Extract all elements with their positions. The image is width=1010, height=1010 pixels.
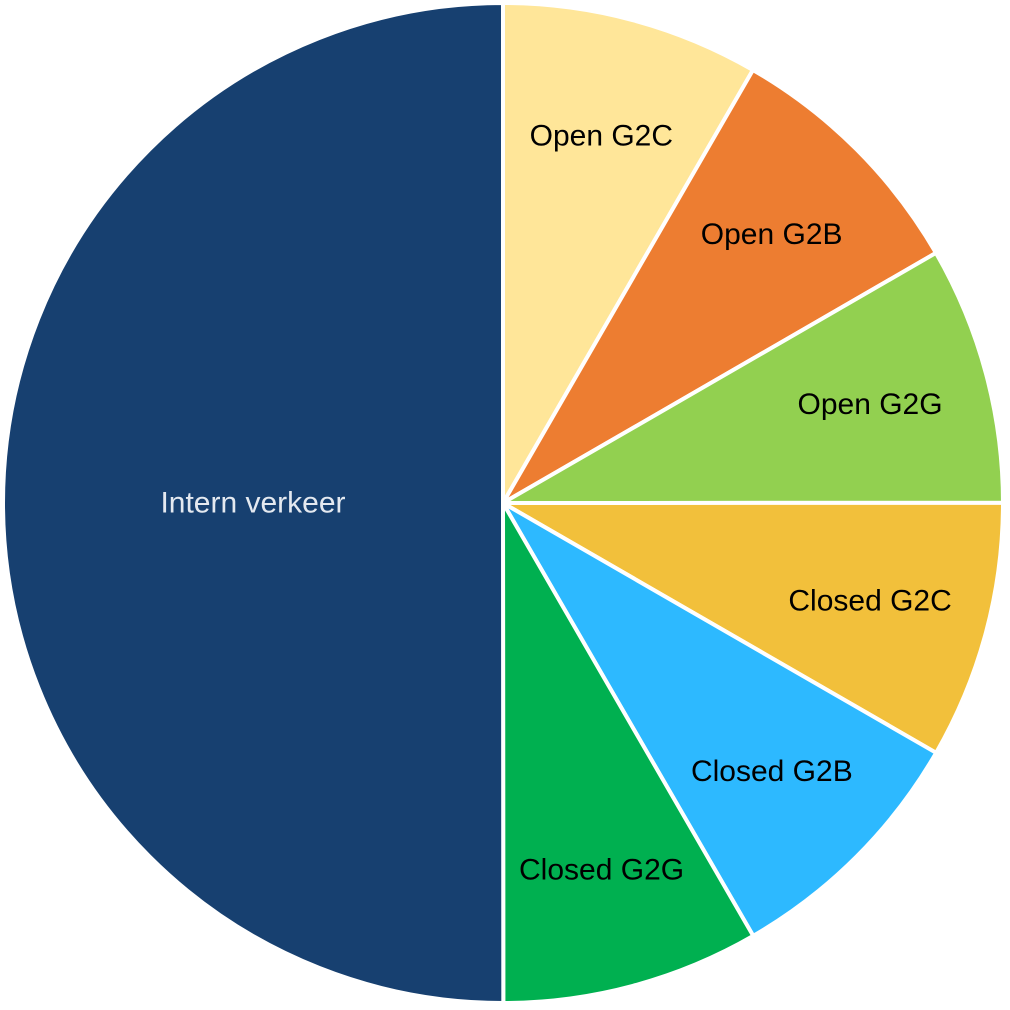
pie-slice-label: Closed G2C — [788, 585, 951, 618]
pie-slice-label: Open G2B — [701, 218, 843, 251]
pie-slice-label: Intern verkeer — [160, 487, 345, 520]
pie-slice-label: Closed G2G — [519, 854, 684, 887]
pie-slices — [3, 3, 1003, 1003]
pie-slice-label: Closed G2B — [691, 755, 853, 788]
pie-slice-label: Open G2G — [797, 388, 942, 421]
pie-slice-label: Open G2C — [530, 119, 673, 152]
